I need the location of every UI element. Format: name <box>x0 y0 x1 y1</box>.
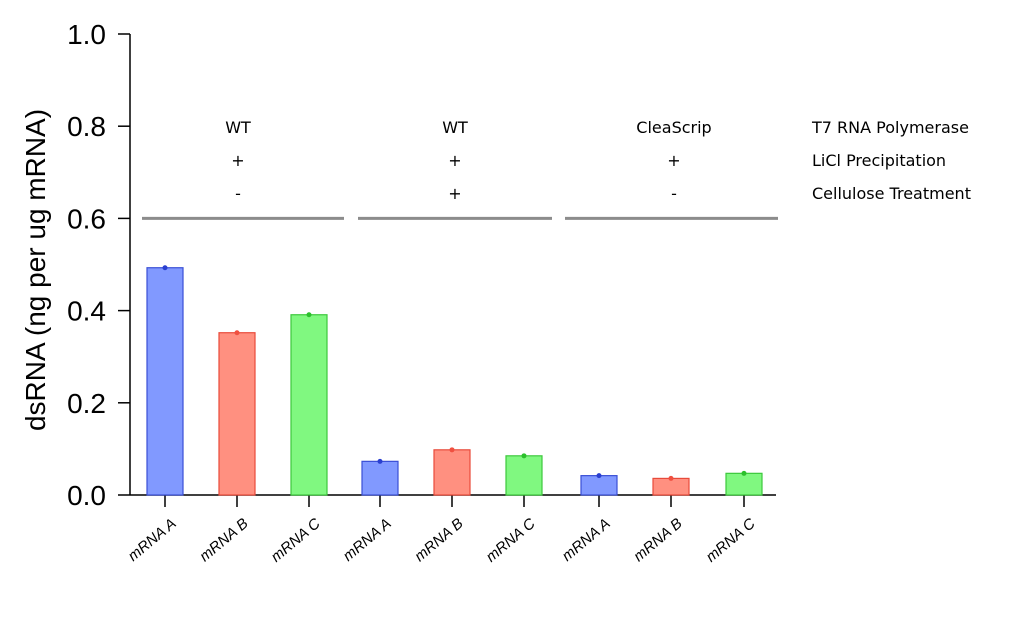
condition-value: CleaScrip <box>636 118 711 137</box>
data-point <box>741 470 747 476</box>
data-point <box>596 473 602 479</box>
x-axis: mRNA A mRNA B mRNA C mRNA A mRNA B mRNA C mRNA… <box>125 494 776 566</box>
bar <box>505 455 543 496</box>
condition-table: WT WT CleaScrip T7 RNA Polymerase + + + LiCl Pr… <box>225 118 971 203</box>
condition-value: + <box>231 151 244 170</box>
data-point <box>162 265 168 271</box>
y-axis-title: dsRNA (ng per ug mRNA) <box>20 109 51 431</box>
condition-row-label: T7 RNA Polymerase <box>811 118 969 137</box>
condition-value: + <box>448 184 461 203</box>
data-point <box>521 453 527 459</box>
x-ticks: mRNA A mRNA B mRNA C mRNA A mRNA B mRNA C mRNA… <box>125 495 759 566</box>
data-point <box>377 458 383 464</box>
y-tick-label: 0.2 <box>67 388 106 419</box>
bar <box>580 475 618 496</box>
data-point <box>306 312 312 318</box>
y-tick-label: 0.8 <box>67 111 106 142</box>
data-point <box>449 447 455 453</box>
x-tick-label: mRNA B <box>411 515 466 565</box>
condition-value: + <box>448 151 461 170</box>
y-tick-label: 0.6 <box>67 203 106 234</box>
y-ticks: 0.0 0.2 0.4 0.6 0.8 1.0 <box>67 19 130 511</box>
bar <box>290 314 328 496</box>
x-tick-label: mRNA C <box>268 515 324 566</box>
x-tick-label: mRNA A <box>340 515 395 565</box>
x-tick-label: mRNA C <box>703 515 759 566</box>
bar <box>146 267 184 496</box>
bar <box>218 332 256 496</box>
x-tick-label: mRNA B <box>196 515 251 565</box>
y-tick-label: 0.0 <box>67 480 106 511</box>
x-tick-label: mRNA A <box>125 515 180 565</box>
y-axis: 0.0 0.2 0.4 0.6 0.8 1.0 <box>67 19 131 511</box>
data-point <box>234 330 240 336</box>
x-tick-label: mRNA A <box>559 515 614 565</box>
condition-value: - <box>235 184 241 203</box>
condition-value: - <box>671 184 677 203</box>
bar <box>725 472 763 496</box>
bars <box>146 265 763 496</box>
x-tick-label: mRNA B <box>630 515 685 565</box>
x-tick-label: mRNA C <box>483 515 539 566</box>
condition-value: + <box>667 151 680 170</box>
condition-value: WT <box>442 118 468 137</box>
y-tick-label: 0.4 <box>67 296 106 327</box>
condition-row-label: LiCl Precipitation <box>812 151 946 170</box>
bar <box>433 449 471 496</box>
condition-value: WT <box>225 118 251 137</box>
condition-row-label: Cellulose Treatment <box>812 184 971 203</box>
data-point <box>668 475 674 481</box>
y-tick-label: 1.0 <box>67 19 106 50</box>
bar <box>361 460 399 496</box>
